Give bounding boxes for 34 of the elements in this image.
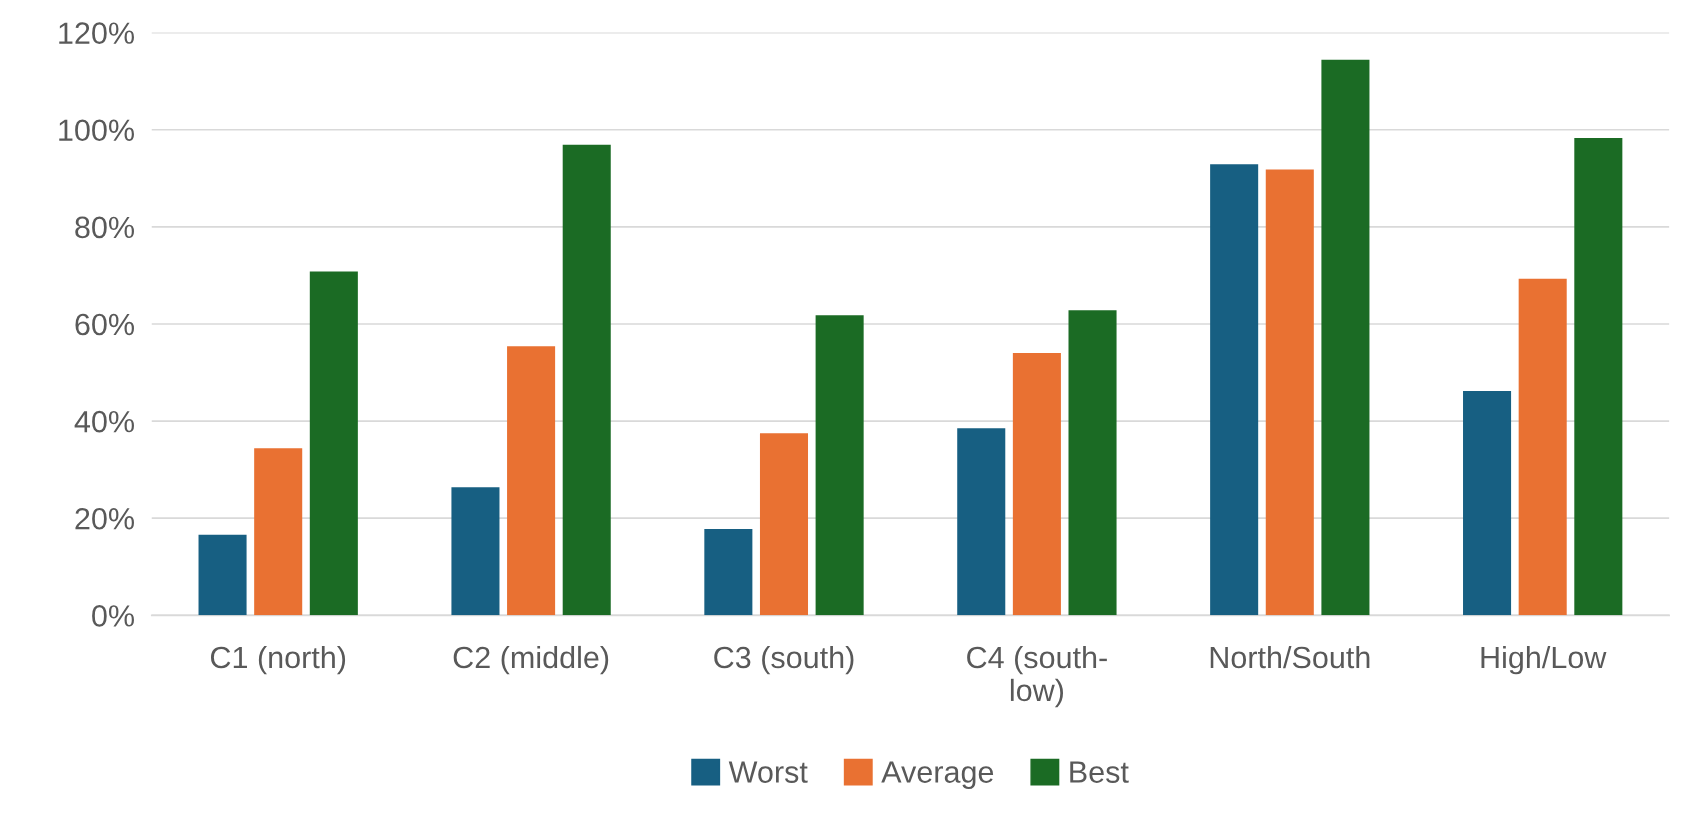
x-tick-label: C1 (north) [210,645,346,675]
bar [309,271,358,616]
legend-label: Worst [728,761,808,783]
bar [1321,59,1370,616]
bar [562,144,611,616]
y-tick-label: 80% [75,216,134,239]
x-tick-label: North/South [1210,645,1370,669]
bar [1012,353,1061,616]
bar [704,528,753,616]
x-tick-label: C4 (south- low) [967,645,1107,708]
bar [1210,164,1259,616]
bar [957,428,1006,616]
bar [1574,137,1623,616]
x-tick-label: High/Low [1481,645,1607,675]
y-tick-label: 60% [75,313,134,336]
bar [1463,390,1512,616]
legend-label: Average [881,761,994,789]
bar [198,534,247,616]
y-tick-label: 40% [74,410,134,433]
bar [254,448,303,616]
x-tick-label: C3 (south) [714,645,854,675]
y-tick-label: 20% [75,507,134,530]
bar [451,487,500,616]
bar [815,315,864,616]
bar [1265,169,1314,616]
legend-label: Best [1070,761,1129,783]
bar [1068,310,1117,616]
y-tick-label: 0% [92,605,134,627]
y-tick-label: 120% [59,22,134,44]
y-tick-label: 100% [59,119,134,142]
x-tick-label: C2 (middle) [453,645,609,675]
bar [759,433,809,616]
bar [507,346,556,616]
bar [1518,278,1567,616]
